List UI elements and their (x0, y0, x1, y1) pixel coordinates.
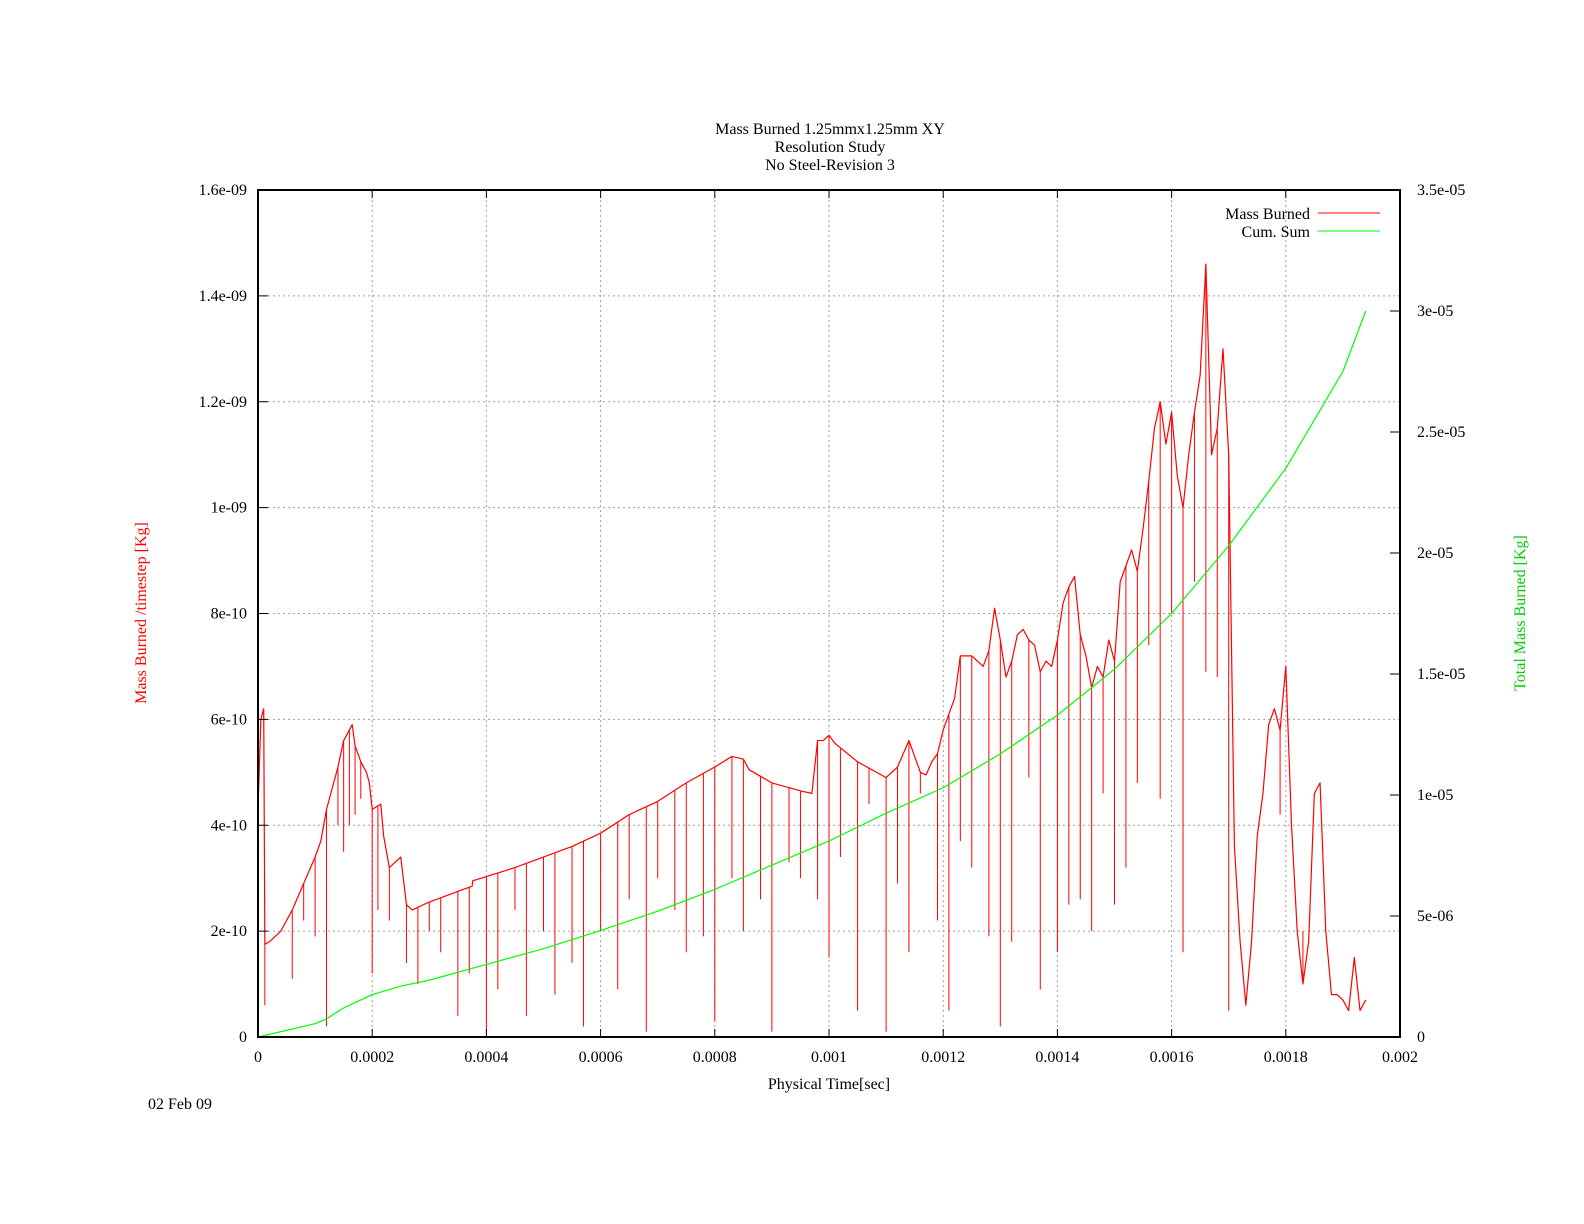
footer-date: 02 Feb 09 (148, 1096, 212, 1113)
y-tick-label: 8e-10 (211, 606, 247, 623)
x-tick-label: 0.0014 (1035, 1049, 1079, 1066)
title-line-3: No Steel-Revision 3 (765, 157, 895, 174)
x-tick-label: 0 (254, 1049, 262, 1066)
legend-label-mass-burned: Mass Burned (1225, 206, 1310, 223)
y-tick-label: 2e-10 (211, 923, 247, 940)
y-tick-label: 6e-10 (211, 711, 247, 728)
y-tick-label: 4e-10 (211, 817, 247, 834)
x-tick-label: 0.0012 (921, 1049, 965, 1066)
x-tick-label: 0.0016 (1150, 1049, 1194, 1066)
y2-tick-label: 2.5e-05 (1417, 424, 1465, 441)
y-tick-label: 1e-09 (211, 500, 247, 517)
y2-axis-label: Total Mass Burned [Kg] (1512, 535, 1529, 691)
y2-tick-label: 2e-05 (1417, 545, 1453, 562)
y2-tick-label: 5e-06 (1417, 908, 1453, 925)
series-layer (257, 263, 1367, 1038)
series-line-mass-burned (257, 263, 1367, 1012)
x-tick-label: 0.0008 (693, 1049, 737, 1066)
x-axis-label: Physical Time[sec] (768, 1076, 890, 1093)
x-tick-label: 0.0002 (350, 1049, 394, 1066)
y2-tick-label: 1.5e-05 (1417, 666, 1465, 683)
y2-tick-label: 0 (1417, 1029, 1425, 1046)
legend-label-cum-sum: Cum. Sum (1242, 224, 1311, 241)
x-tick-label: 0.0018 (1264, 1049, 1308, 1066)
title-line-2: Resolution Study (775, 139, 886, 156)
y-axis-label: Mass Burned /timestep [Kg] (133, 522, 150, 704)
x-tick-label: 0.0004 (464, 1049, 508, 1066)
x-tick-label: 0.001 (811, 1049, 847, 1066)
tick-layer: 0 0.0002 0.0004 0.0006 0.0008 0.001 0.0012 0.00… (199, 182, 1466, 1066)
x-tick-label: 0.0006 (579, 1049, 623, 1066)
x-tick-label: 0.002 (1382, 1049, 1418, 1066)
chart-title: Mass Burned 1.25mmx1.25mm XY Resolution … (715, 121, 945, 174)
series-line-cum-sum (257, 310, 1367, 1038)
y-tick-label: 1.6e-09 (199, 182, 247, 199)
y2-tick-label: 3.5e-05 (1417, 182, 1465, 199)
legend: Mass Burned Cum. Sum (1225, 206, 1380, 241)
y-tick-label: 1.2e-09 (199, 394, 247, 411)
title-line-1: Mass Burned 1.25mmx1.25mm XY (715, 121, 945, 138)
y2-tick-label: 1e-05 (1417, 787, 1453, 804)
y2-tick-label: 3e-05 (1417, 303, 1453, 320)
y-tick-label: 1.4e-09 (199, 288, 247, 305)
y-tick-label: 0 (239, 1029, 247, 1046)
